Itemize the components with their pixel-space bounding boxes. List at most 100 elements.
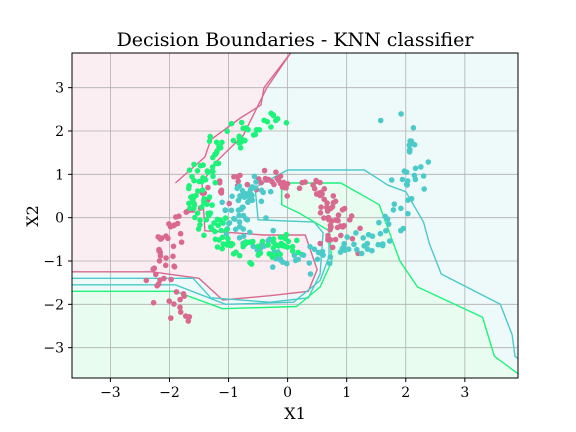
data-point-pink bbox=[245, 182, 251, 188]
data-point-pink bbox=[328, 223, 334, 229]
data-point-green bbox=[260, 239, 266, 245]
data-point-teal bbox=[237, 183, 243, 189]
data-point-pink bbox=[151, 300, 157, 306]
data-point-green bbox=[187, 167, 193, 173]
x-tick-label: 1 bbox=[342, 385, 351, 401]
data-point-green bbox=[187, 206, 193, 212]
data-point-green bbox=[294, 238, 300, 244]
data-point-teal bbox=[421, 186, 427, 192]
data-point-teal bbox=[386, 221, 392, 227]
data-point-pink bbox=[297, 186, 303, 192]
data-point-green bbox=[209, 202, 215, 208]
data-point-green bbox=[215, 244, 221, 250]
x-tick-label: −1 bbox=[218, 385, 239, 401]
data-point-green bbox=[195, 168, 201, 174]
data-point-green bbox=[266, 251, 272, 257]
data-point-pink bbox=[321, 215, 327, 221]
data-point-green bbox=[247, 260, 253, 266]
data-point-green bbox=[186, 186, 192, 192]
data-point-green bbox=[240, 126, 246, 132]
data-point-pink bbox=[314, 179, 320, 185]
data-point-green bbox=[220, 220, 226, 226]
data-point-green bbox=[247, 239, 253, 245]
data-point-green bbox=[207, 194, 213, 200]
data-point-pink bbox=[205, 185, 211, 191]
data-point-green bbox=[223, 215, 229, 221]
data-point-teal bbox=[241, 233, 247, 239]
chart-title: Decision Boundaries - KNN classifier bbox=[117, 29, 475, 51]
data-point-teal bbox=[359, 251, 365, 257]
data-point-teal bbox=[316, 250, 322, 256]
data-point-teal bbox=[387, 238, 393, 244]
data-point-teal bbox=[241, 213, 247, 219]
data-point-pink bbox=[158, 253, 164, 259]
data-point-teal bbox=[409, 138, 415, 144]
data-point-green bbox=[212, 180, 218, 186]
data-point-green bbox=[253, 132, 259, 138]
data-point-teal bbox=[370, 233, 376, 239]
y-tick-label: 2 bbox=[55, 124, 64, 140]
data-point-teal bbox=[246, 193, 252, 199]
data-point-pink bbox=[284, 193, 290, 199]
data-point-green bbox=[284, 120, 290, 126]
data-point-teal bbox=[237, 219, 243, 225]
data-point-pink bbox=[165, 236, 171, 242]
data-point-teal bbox=[413, 166, 419, 172]
data-point-green bbox=[265, 242, 271, 248]
data-point-teal bbox=[252, 174, 258, 180]
data-point-green bbox=[239, 120, 245, 126]
data-point-green bbox=[218, 228, 224, 234]
data-point-pink bbox=[157, 258, 163, 264]
data-point-green bbox=[201, 200, 207, 206]
data-point-pink bbox=[163, 263, 169, 269]
data-point-green bbox=[229, 121, 235, 127]
data-point-pink bbox=[171, 244, 177, 250]
data-point-pink bbox=[357, 226, 363, 232]
data-point-teal bbox=[253, 179, 259, 185]
data-point-pink bbox=[262, 168, 268, 174]
data-point-green bbox=[191, 162, 197, 168]
data-point-green bbox=[231, 138, 237, 144]
data-point-pink bbox=[144, 278, 150, 284]
data-point-teal bbox=[383, 228, 389, 234]
data-point-teal bbox=[409, 196, 415, 202]
data-point-teal bbox=[229, 208, 235, 214]
data-point-pink bbox=[317, 241, 323, 247]
data-point-green bbox=[215, 217, 221, 223]
data-point-teal bbox=[247, 230, 253, 236]
data-point-teal bbox=[240, 188, 246, 194]
data-point-green bbox=[268, 124, 274, 130]
data-point-pink bbox=[150, 266, 156, 272]
data-point-pink bbox=[325, 235, 331, 241]
data-point-teal bbox=[382, 214, 388, 220]
data-point-teal bbox=[327, 261, 333, 267]
x-tick-label: −3 bbox=[100, 385, 121, 401]
data-point-pink bbox=[349, 213, 355, 219]
data-point-teal bbox=[405, 211, 411, 217]
data-point-pink bbox=[302, 179, 308, 185]
data-point-pink bbox=[318, 210, 324, 216]
data-point-teal bbox=[219, 200, 225, 206]
x-axis-label: X1 bbox=[284, 404, 306, 423]
data-point-teal bbox=[249, 184, 255, 190]
data-point-teal bbox=[340, 246, 346, 252]
y-tick-label: 3 bbox=[55, 81, 64, 97]
data-point-pink bbox=[177, 305, 183, 311]
data-point-teal bbox=[400, 177, 406, 183]
data-point-teal bbox=[250, 198, 256, 204]
data-point-pink bbox=[176, 213, 182, 219]
data-point-pink bbox=[317, 193, 323, 199]
data-point-green bbox=[220, 241, 226, 247]
data-point-green bbox=[284, 232, 290, 238]
data-point-teal bbox=[418, 164, 424, 170]
data-point-teal bbox=[353, 230, 359, 236]
data-point-green bbox=[225, 236, 231, 242]
data-point-pink bbox=[326, 217, 332, 223]
data-point-green bbox=[201, 233, 207, 239]
data-point-teal bbox=[404, 169, 410, 175]
data-point-green bbox=[210, 164, 216, 170]
data-point-teal bbox=[360, 235, 366, 241]
y-tick-label: 0 bbox=[55, 211, 64, 227]
data-point-pink bbox=[237, 173, 243, 179]
data-point-pink bbox=[219, 187, 225, 193]
